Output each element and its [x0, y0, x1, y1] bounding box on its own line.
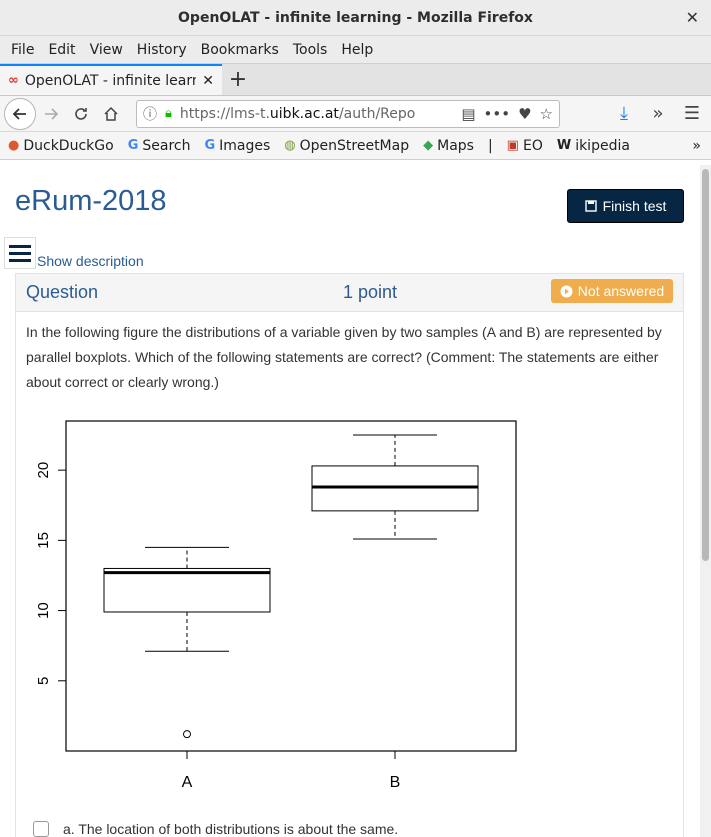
pocket-icon[interactable]: ♥: [518, 104, 532, 123]
url-path: /auth/Repo: [338, 105, 416, 122]
bookmarks-bar: ● DuckDuckGo G Search G Images ◍ OpenStreetM…: [0, 132, 711, 160]
home-button[interactable]: [96, 99, 126, 129]
x-tick-label: A: [182, 774, 193, 791]
forward-button[interactable]: [36, 99, 66, 129]
question-points: 1 point: [343, 282, 398, 302]
page-title: eRum-2018: [15, 185, 167, 217]
bookmark-star-icon[interactable]: ☆: [539, 104, 553, 123]
new-tab-button[interactable]: +: [228, 67, 248, 92]
bookmark-duckduckgo[interactable]: ● DuckDuckGo: [8, 137, 114, 154]
answer-option-a[interactable]: a. The location of both distributions is…: [33, 821, 398, 837]
page-actions-icon[interactable]: •••: [483, 104, 511, 123]
menu-toggle-icon[interactable]: [4, 237, 36, 269]
y-tick-label: 5: [35, 677, 52, 685]
scrollbar-thumb[interactable]: [702, 169, 709, 561]
y-tick-label: 10: [35, 602, 52, 619]
page-viewport: eRum-2018 Finish test Show description Q…: [0, 165, 711, 837]
save-icon: [584, 200, 597, 212]
eo-icon: ▣: [506, 138, 519, 153]
window-close-icon[interactable]: ✕: [685, 8, 699, 27]
tab-openolat[interactable]: ∞ OpenOLAT - infinite learning - Mozilla…: [0, 64, 222, 95]
menu-file[interactable]: File: [11, 41, 35, 58]
show-description-link[interactable]: Show description: [37, 253, 144, 269]
menu-edit[interactable]: Edit: [48, 41, 76, 58]
question-text: In the following figure the distribution…: [26, 324, 662, 390]
menu-view[interactable]: View: [89, 41, 123, 58]
info-icon[interactable]: ⓘ: [143, 106, 157, 123]
bookmark-search[interactable]: G Search: [127, 137, 191, 154]
reload-button[interactable]: [66, 99, 96, 129]
box-a-iqr-box: [103, 567, 271, 613]
menu-bookmarks[interactable]: Bookmarks: [200, 41, 279, 58]
overflow-chevron-icon[interactable]: »: [652, 103, 664, 124]
osm-icon: ◍: [284, 138, 296, 153]
boxplot-chart: 5 10 15 20 A B: [35, 420, 517, 791]
answer-a-label: a. The location of both distributions is…: [63, 821, 399, 837]
finish-test-button[interactable]: Finish test: [567, 189, 684, 223]
bookmark-separator: |: [487, 137, 493, 154]
openolat-favicon-icon: ∞: [8, 73, 19, 88]
home-icon: [104, 106, 118, 121]
downloads-icon[interactable]: ⤓: [620, 103, 628, 124]
maps-icon: ◆: [423, 138, 434, 153]
url-prefix: https://lms-t.: [179, 105, 270, 122]
window-titlebar: OpenOLAT - infinite learning - Mozilla F…: [0, 0, 711, 36]
page-scrollbar[interactable]: [700, 165, 711, 837]
tab-bar: ∞ OpenOLAT - infinite learning - Mozilla…: [0, 64, 711, 96]
navigation-bar: ⓘ 🔒︎ https://lms-t.uibk.ac.at/auth/Repo …: [0, 96, 711, 132]
box-a-outlier: [183, 730, 191, 739]
menu-history[interactable]: History: [136, 41, 187, 58]
reader-view-icon[interactable]: ▤: [461, 104, 476, 123]
forward-arrow-icon: [45, 107, 59, 120]
hamburger-menu-icon[interactable]: ☰: [683, 103, 701, 124]
y-tick-label: 20: [35, 462, 52, 479]
reload-icon: [75, 107, 87, 120]
lock-icon: 🔒︎: [165, 106, 172, 121]
tab-label: OpenOLAT - infinite learning - Mozilla F…: [24, 72, 196, 89]
menu-tools[interactable]: Tools: [292, 41, 328, 58]
wikipedia-icon: W: [556, 138, 572, 153]
menu-help[interactable]: Help: [341, 41, 374, 58]
play-circle-icon: [560, 285, 573, 297]
url-bar[interactable]: ⓘ 🔒︎ https://lms-t.uibk.ac.at/auth/Repo …: [136, 99, 560, 128]
url-domain: uibk.ac.at: [269, 105, 339, 122]
question-label: Question: [26, 282, 99, 302]
google-icon: G: [127, 138, 139, 153]
google-icon: G: [204, 138, 216, 153]
bookmark-eo[interactable]: ▣ EO: [506, 137, 543, 154]
tab-close-icon[interactable]: ✕: [202, 72, 214, 89]
bookmark-maps[interactable]: ◆ Maps: [423, 137, 474, 154]
url-text[interactable]: https://lms-t.uibk.ac.at/auth/Repo: [180, 106, 461, 122]
plot-frame: [65, 420, 517, 752]
bookmark-openstreetmap[interactable]: ◍ OpenStreetMap: [284, 137, 410, 154]
duckduckgo-icon: ●: [8, 138, 20, 153]
window-title: OpenOLAT - infinite learning - Mozilla F…: [178, 9, 533, 26]
back-arrow-icon: [12, 107, 26, 120]
status-label: Not answered: [577, 283, 665, 299]
finish-test-label: Finish test: [602, 198, 667, 214]
question-panel: Question 1 point Not answered In the fol…: [15, 273, 684, 837]
bookmark-images[interactable]: G Images: [204, 137, 271, 154]
status-badge: Not answered: [551, 279, 673, 303]
menu-bar: File Edit View History Bookmarks Tools H…: [0, 36, 711, 64]
question-header: Question 1 point Not answered: [16, 274, 683, 312]
bookmarks-overflow-icon[interactable]: »: [692, 137, 701, 154]
x-tick-label: B: [390, 774, 401, 791]
answer-a-checkbox[interactable]: [33, 821, 49, 837]
y-tick-label: 15: [35, 532, 52, 549]
back-button[interactable]: [4, 97, 36, 130]
